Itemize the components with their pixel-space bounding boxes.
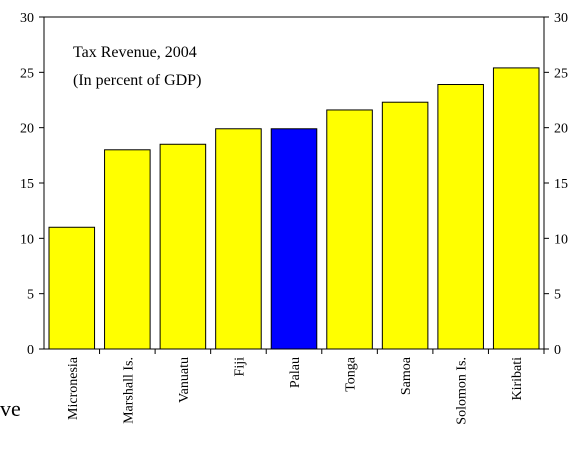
- y-tick-label-left: 5: [27, 288, 34, 303]
- y-tick-label-right: 0: [554, 343, 561, 358]
- bar-tonga: [326, 109, 373, 350]
- category-labels: Micronesia Marshall Is. Vanuatu Fiji Palau To…: [66, 349, 545, 425]
- y-tick-label-right: 25: [554, 66, 568, 81]
- category-label: Marshall Is.: [121, 357, 136, 424]
- y-tick-label-left: 20: [20, 122, 34, 137]
- y-axis-right: 0 5 10 15 20 25 30: [544, 11, 568, 358]
- y-tick-label-right: 10: [554, 232, 568, 247]
- bar-fiji: [215, 128, 262, 350]
- y-tick-label-left: 30: [20, 11, 34, 26]
- category-label: Solomon Is.: [455, 357, 470, 425]
- bar-solomon-is: [437, 84, 484, 350]
- bar-palau: [270, 128, 318, 350]
- y-tick-label-right: 30: [554, 11, 568, 26]
- y-tick-label-left: 15: [20, 177, 34, 192]
- category-label: Micronesia: [66, 356, 81, 420]
- category-label: Kiribati: [510, 357, 525, 401]
- bar-samoa: [381, 101, 429, 350]
- background-text-fragment: ve: [0, 396, 21, 421]
- category-label: Tonga: [344, 356, 359, 392]
- y-axis-left: 0 5 10 15 20 25 30: [20, 11, 44, 358]
- category-label: Fiji: [232, 357, 247, 377]
- bar-marshall-is: [104, 149, 151, 350]
- chart-annotation-line1: Tax Revenue, 2004: [73, 44, 197, 61]
- category-label: Vanuatu: [177, 357, 192, 403]
- y-tick-label-right: 15: [554, 177, 568, 192]
- bar-vanuatu: [159, 143, 207, 350]
- y-tick-label-left: 10: [20, 232, 34, 247]
- category-label: Samoa: [399, 356, 414, 395]
- chart-annotation-line2: (In percent of GDP): [73, 72, 201, 89]
- y-tick-label-left: 25: [20, 66, 34, 81]
- y-tick-label-right: 5: [554, 288, 561, 303]
- bars-group: [48, 67, 540, 350]
- y-tick-label-right: 20: [554, 122, 568, 137]
- y-tick-label-left: 0: [27, 343, 34, 358]
- category-label: Palau: [288, 357, 303, 388]
- bar-kiribati: [492, 67, 540, 350]
- bar-micronesia: [48, 226, 96, 350]
